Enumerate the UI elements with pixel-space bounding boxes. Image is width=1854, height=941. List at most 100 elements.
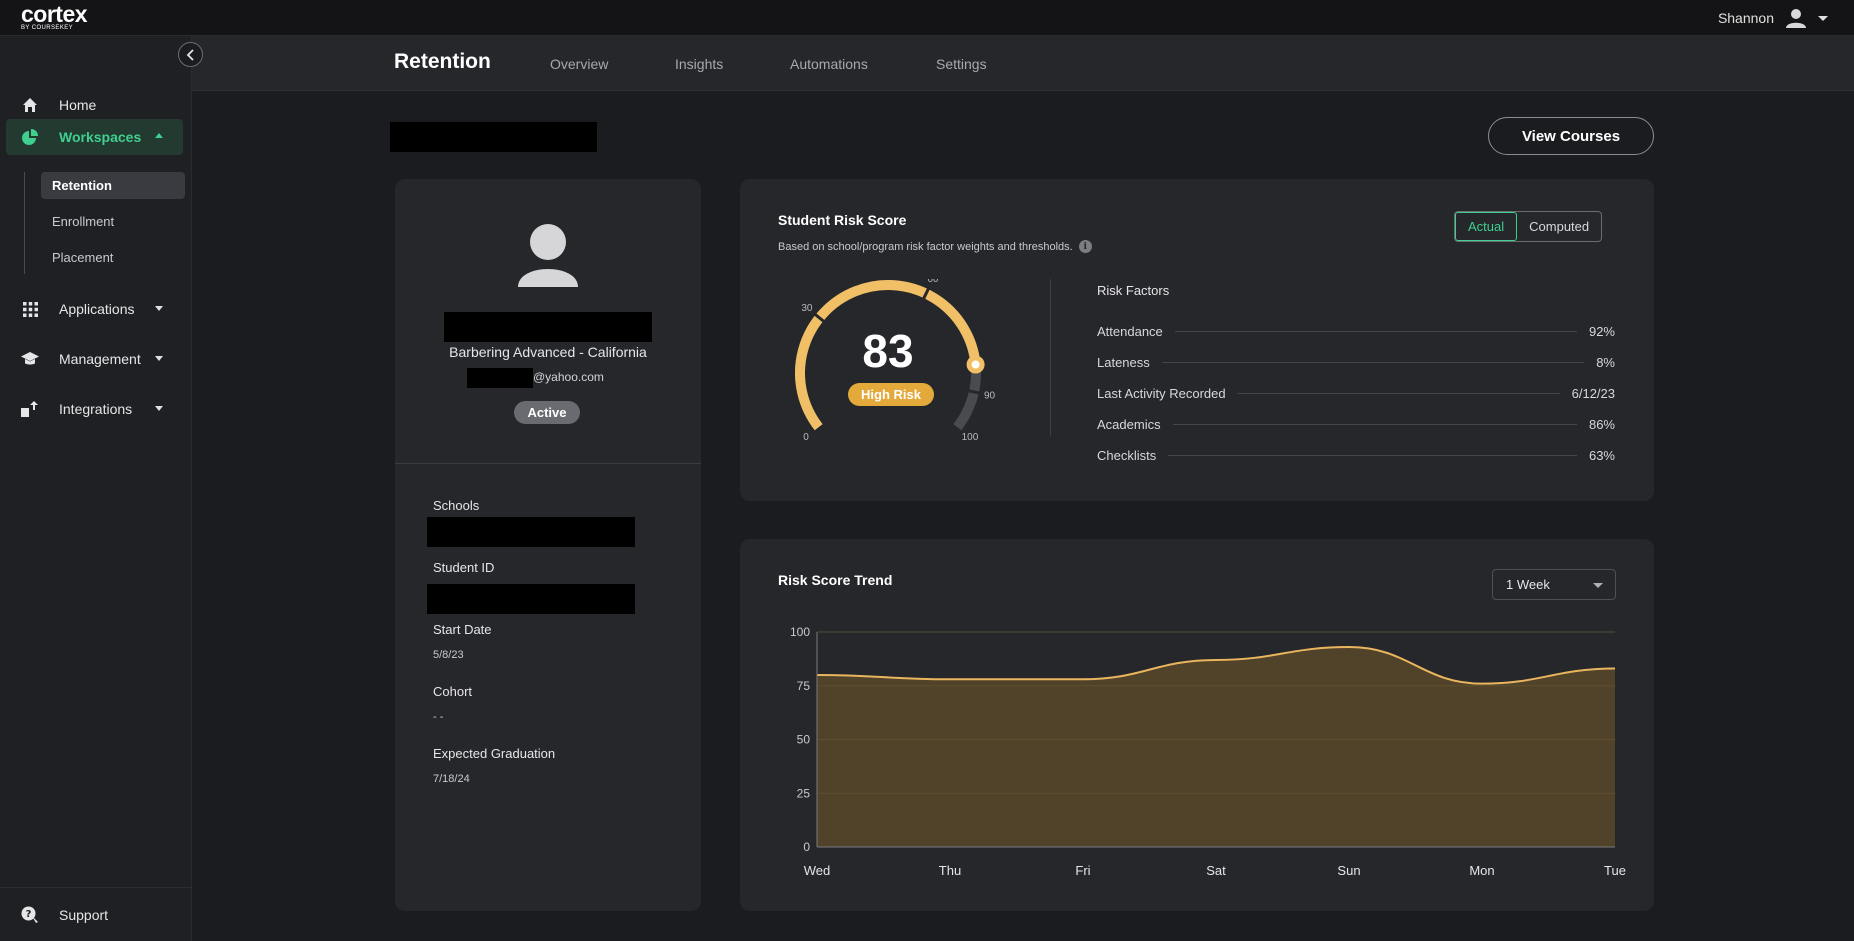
tab-overview[interactable]: Overview: [550, 56, 609, 72]
chevron-up-icon: [155, 133, 163, 138]
user-menu[interactable]: Shannon: [1718, 6, 1828, 30]
series-line: [816, 646, 1616, 685]
risk-gauge: 0 30 60 90 100 83 High Risk: [795, 279, 996, 443]
sidebar-item-applications[interactable]: Applications: [6, 291, 183, 327]
toggle-computed[interactable]: Computed: [1529, 219, 1590, 234]
x-tick-label: Sun: [1337, 863, 1360, 878]
risk-score-title: Student Risk Score: [778, 212, 907, 228]
x-tick-label: Fri: [1075, 863, 1090, 878]
risk-factor-name: Last Activity Recorded: [1097, 385, 1226, 401]
actual-computed-toggle: Actual Computed: [1454, 211, 1603, 242]
risk-factor-name: Attendance: [1097, 323, 1163, 339]
profile-divider: [395, 463, 701, 464]
y-tick-label: 50: [797, 733, 811, 747]
sidebar-item-home[interactable]: Home: [6, 87, 183, 123]
risk-trend-card: Risk Score Trend 1 Week 0 25 50 75 100 Wed Thu…: [740, 539, 1654, 911]
y-tick-label: 75: [797, 679, 811, 693]
expected-graduation-value: 7/18/24: [433, 773, 470, 785]
gauge-tick-label: 90: [984, 390, 996, 401]
gauge-tick-label: 30: [801, 303, 813, 314]
risk-factor-row: Attendance 92%: [1097, 321, 1615, 341]
data-point: [1216, 659, 1217, 660]
status-badge: Active: [514, 401, 580, 424]
sidebar-item-label: Applications: [59, 301, 135, 317]
gauge-tick-label: 100: [962, 432, 979, 443]
x-tick-label: Tue: [1604, 863, 1626, 878]
risk-factor-name: Checklists: [1097, 447, 1157, 463]
workspaces-subnav: Retention Enrollment Placement: [24, 172, 185, 274]
tab-insights[interactable]: Insights: [675, 56, 724, 72]
y-tick-label: 100: [790, 625, 810, 639]
data-point: [1349, 647, 1350, 648]
toggle-actual[interactable]: Actual: [1455, 212, 1518, 241]
gauge-tick-label: 0: [803, 432, 809, 443]
data-point: [817, 675, 818, 676]
risk-factor-value: 86%: [1588, 416, 1615, 432]
subnav-item-retention[interactable]: Retention: [41, 172, 185, 199]
risk-factor-value: 8%: [1596, 354, 1615, 370]
gauge-tick-mark: [967, 389, 981, 395]
gauge-tick-label: 60: [927, 279, 939, 285]
email-suffix: @yahoo.com: [533, 370, 604, 384]
student-profile-card: Barbering Advanced - California @yahoo.c…: [395, 179, 701, 911]
cortex-logo[interactable]: cortex BY COURSEKEY: [21, 3, 88, 32]
logo-subtext: BY COURSEKEY: [21, 25, 74, 31]
chevron-left-icon: [186, 48, 194, 61]
x-tick-label: Sat: [1206, 863, 1226, 878]
chevron-down-icon: [1593, 583, 1603, 588]
sidebar-item-label: Home: [59, 97, 97, 113]
home-icon: [21, 96, 39, 114]
subnav-label: Placement: [52, 250, 114, 265]
subnav-item-placement[interactable]: Placement: [41, 244, 185, 271]
schools-label: Schools: [433, 498, 480, 513]
graduation-cap-icon: [21, 350, 39, 368]
top-bar: cortex BY COURSEKEY Shannon: [0, 0, 1854, 36]
redacted-email-user: [467, 368, 533, 388]
subnav-item-enrollment[interactable]: Enrollment: [41, 208, 185, 235]
tab-automations[interactable]: Automations: [790, 56, 868, 72]
svg-text:?: ?: [26, 909, 32, 920]
integrations-icon: [21, 400, 39, 418]
y-tick-label: 0: [803, 840, 810, 854]
sidebar-item-management[interactable]: Management: [6, 341, 183, 377]
risk-score-card: Student Risk Score Based on school/progr…: [740, 179, 1654, 501]
risk-factor-row: Last Activity Recorded 6/12/23: [1097, 383, 1615, 403]
sidebar-item-integrations[interactable]: Integrations: [6, 391, 183, 427]
risk-score-subtitle: Based on school/program risk factor weig…: [778, 240, 1092, 253]
cohort-value: - -: [433, 711, 444, 723]
redacted-schools-value: [427, 517, 635, 547]
sidebar-item-support[interactable]: ? Support: [6, 897, 183, 933]
subnav-label: Retention: [52, 178, 112, 193]
risk-factor-leader: [1172, 423, 1577, 425]
pie-chart-icon: [21, 128, 39, 146]
view-courses-button[interactable]: View Courses: [1488, 117, 1654, 155]
risk-factor-leader: [1174, 330, 1577, 332]
x-tick-label: Mon: [1469, 863, 1494, 878]
start-date-value: 5/8/23: [433, 649, 464, 661]
data-point: [1482, 683, 1483, 684]
sidebar-item-label: Management: [59, 351, 141, 367]
risk-trend-title: Risk Score Trend: [778, 572, 893, 588]
page-header: Retention Overview Insights Automations …: [192, 36, 1854, 91]
sidebar-item-workspaces[interactable]: Workspaces: [6, 119, 183, 155]
data-point: [950, 679, 951, 680]
redacted-profile-name: [444, 312, 652, 342]
student-id-label: Student ID: [433, 560, 495, 575]
chevron-down-icon: [155, 406, 163, 411]
x-tick-label: Wed: [804, 863, 831, 878]
risk-factor-value: 6/12/23: [1571, 385, 1615, 401]
range-select-value: 1 Week: [1506, 577, 1550, 592]
sidebar-item-label: Integrations: [59, 401, 133, 417]
redacted-student-id-value: [427, 584, 635, 614]
sidebar: Home Workspaces Retention Enrollment Pla…: [0, 36, 192, 941]
tab-settings[interactable]: Settings: [936, 56, 987, 72]
risk-factor-row: Academics 86%: [1097, 414, 1615, 434]
gauge-fill: [795, 280, 981, 431]
risk-factor-row: Checklists 63%: [1097, 445, 1615, 465]
risk-factor-value: 92%: [1588, 323, 1615, 339]
gauge-knob-center: [971, 360, 980, 369]
collapse-sidebar-button[interactable]: [178, 42, 203, 67]
info-icon[interactable]: i: [1078, 240, 1092, 253]
redacted-student-name: [390, 122, 597, 152]
range-select[interactable]: 1 Week: [1492, 569, 1616, 600]
